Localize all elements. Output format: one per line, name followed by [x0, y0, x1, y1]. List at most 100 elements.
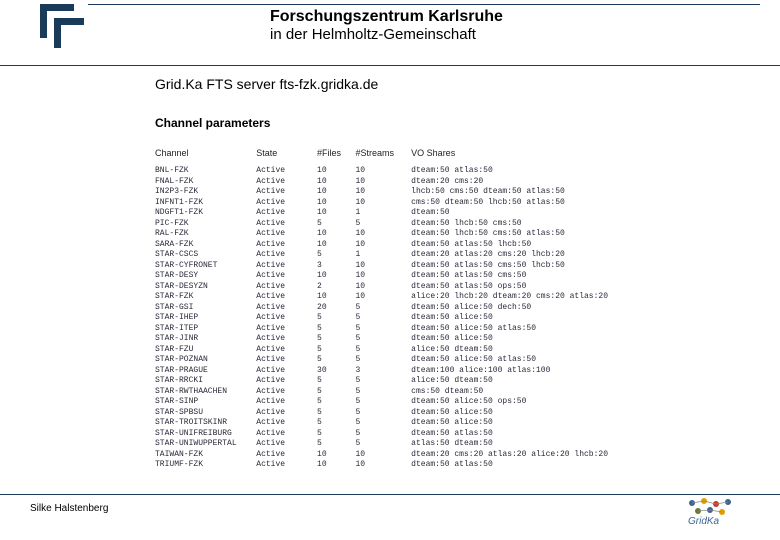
- cell-channel: STAR-GSI: [155, 303, 256, 314]
- cell-nstreams: 5: [355, 219, 411, 230]
- cell-nfiles: 10: [317, 292, 355, 303]
- cell-channel: STAR-DESYZN: [155, 282, 256, 293]
- cell-vo: dteam:50 atlas:50: [411, 429, 715, 440]
- table-row: IN2P3-FZKActive1010lhcb:50 cms:50 dteam:…: [155, 187, 715, 198]
- cell-vo: dteam:50 lhcb:50 cms:50: [411, 219, 715, 230]
- cell-vo: dteam:50 atlas:50 cms:50 lhcb:50: [411, 261, 715, 272]
- cell-nfiles: 10: [317, 198, 355, 209]
- cell-channel: STAR-SINP: [155, 397, 256, 408]
- cell-vo: atlas:50 dteam:50: [411, 439, 715, 450]
- cell-vo: lhcb:50 cms:50 dteam:50 atlas:50: [411, 187, 715, 198]
- cell-channel: STAR-CYFRONET: [155, 261, 256, 272]
- cell-nfiles: 10: [317, 240, 355, 251]
- table-row: STAR-JINRActive55dteam:50 alice:50: [155, 334, 715, 345]
- cell-nfiles: 30: [317, 366, 355, 377]
- col-header-state: State: [256, 148, 317, 166]
- cell-state: Active: [256, 250, 317, 261]
- cell-nfiles: 3: [317, 261, 355, 272]
- table-row: STAR-FZUActive55alice:50 dteam:50: [155, 345, 715, 356]
- cell-nfiles: 5: [317, 397, 355, 408]
- col-header-channel: Channel: [155, 148, 256, 166]
- cell-vo: alice:50 dteam:50: [411, 376, 715, 387]
- cell-vo: dteam:50 alice:50 dech:50: [411, 303, 715, 314]
- cell-channel: STAR-POZNAN: [155, 355, 256, 366]
- table-row: STAR-DESYActive1010dteam:50 atlas:50 cms…: [155, 271, 715, 282]
- cell-channel: STAR-PRAGUE: [155, 366, 256, 377]
- cell-nfiles: 10: [317, 450, 355, 461]
- cell-state: Active: [256, 282, 317, 293]
- cell-nstreams: 10: [355, 261, 411, 272]
- cell-nfiles: 10: [317, 460, 355, 471]
- cell-state: Active: [256, 366, 317, 377]
- svg-text:GridKa: GridKa: [688, 516, 720, 527]
- cell-vo: dteam:50: [411, 208, 715, 219]
- cell-vo: dteam:50 atlas:50: [411, 166, 715, 177]
- cell-nfiles: 10: [317, 177, 355, 188]
- cell-nfiles: 10: [317, 208, 355, 219]
- cell-state: Active: [256, 418, 317, 429]
- cell-state: Active: [256, 208, 317, 219]
- cell-state: Active: [256, 177, 317, 188]
- header-titles: Forschungszentrum Karlsruhe in der Helmh…: [270, 8, 503, 43]
- cell-channel: STAR-CSCS: [155, 250, 256, 261]
- cell-vo: dteam:50 alice:50: [411, 334, 715, 345]
- cell-nstreams: 5: [355, 334, 411, 345]
- cell-channel: STAR-UNIWUPPERTAL: [155, 439, 256, 450]
- cell-channel: TRIUMF-FZK: [155, 460, 256, 471]
- table-header-row: Channel State #Files #Streams VO Shares: [155, 148, 715, 166]
- cell-channel: FNAL-FZK: [155, 177, 256, 188]
- cell-channel: TAIWAN-FZK: [155, 450, 256, 461]
- cell-nfiles: 5: [317, 250, 355, 261]
- table-row: STAR-TROITSKINRActive55dteam:50 alice:50: [155, 418, 715, 429]
- cell-vo: dteam:50 alice:50 atlas:50: [411, 324, 715, 335]
- cell-vo: dteam:50 alice:50 ops:50: [411, 397, 715, 408]
- table-row: STAR-POZNANActive55dteam:50 alice:50 atl…: [155, 355, 715, 366]
- cell-state: Active: [256, 324, 317, 335]
- cell-channel: STAR-SPBSU: [155, 408, 256, 419]
- cell-nfiles: 5: [317, 429, 355, 440]
- col-header-nfiles: #Files: [317, 148, 355, 166]
- cell-channel: STAR-TROITSKINR: [155, 418, 256, 429]
- table-row: STAR-PRAGUEActive303dteam:100 alice:100 …: [155, 366, 715, 377]
- institution-subtitle: in der Helmholtz-Gemeinschaft: [270, 26, 503, 43]
- table-row: BNL-FZKActive1010dteam:50 atlas:50: [155, 166, 715, 177]
- cell-channel: STAR-UNIFREIBURG: [155, 429, 256, 440]
- cell-nfiles: 5: [317, 345, 355, 356]
- cell-nfiles: 10: [317, 229, 355, 240]
- cell-nstreams: 10: [355, 271, 411, 282]
- cell-nfiles: 10: [317, 271, 355, 282]
- cell-state: Active: [256, 387, 317, 398]
- cell-nstreams: 3: [355, 366, 411, 377]
- cell-vo: alice:50 dteam:50: [411, 345, 715, 356]
- cell-nstreams: 5: [355, 418, 411, 429]
- cell-vo: dteam:50 alice:50: [411, 408, 715, 419]
- cell-nfiles: 5: [317, 313, 355, 324]
- table-row: STAR-GSIActive205dteam:50 alice:50 dech:…: [155, 303, 715, 314]
- cell-state: Active: [256, 187, 317, 198]
- table-row: FNAL-FZKActive1010dteam:20 cms:20: [155, 177, 715, 188]
- cell-state: Active: [256, 460, 317, 471]
- cell-vo: dteam:20 atlas:20 cms:20 lhcb:20: [411, 250, 715, 261]
- table-row: STAR-FZKActive1010alice:20 lhcb:20 dteam…: [155, 292, 715, 303]
- cell-nstreams: 1: [355, 250, 411, 261]
- cell-nstreams: 10: [355, 282, 411, 293]
- table-row: STAR-IHEPActive55dteam:50 alice:50: [155, 313, 715, 324]
- cell-state: Active: [256, 271, 317, 282]
- cell-state: Active: [256, 313, 317, 324]
- cell-vo: dteam:20 cms:20: [411, 177, 715, 188]
- cell-nfiles: 20: [317, 303, 355, 314]
- gridka-logo: GridKa: [684, 497, 752, 527]
- table-row: STAR-SINPActive55dteam:50 alice:50 ops:5…: [155, 397, 715, 408]
- cell-nfiles: 5: [317, 219, 355, 230]
- cell-nstreams: 10: [355, 166, 411, 177]
- page-title: Grid.Ka FTS server fts-fzk.gridka.de: [155, 76, 740, 92]
- table-row: STAR-UNIFREIBURGActive55dteam:50 atlas:5…: [155, 429, 715, 440]
- cell-channel: STAR-DESY: [155, 271, 256, 282]
- channels-table: Channel State #Files #Streams VO Shares …: [155, 148, 715, 471]
- cell-channel: STAR-RRCKI: [155, 376, 256, 387]
- cell-nstreams: 5: [355, 376, 411, 387]
- cell-state: Active: [256, 334, 317, 345]
- cell-nfiles: 5: [317, 439, 355, 450]
- cell-nstreams: 5: [355, 408, 411, 419]
- cell-nfiles: 10: [317, 166, 355, 177]
